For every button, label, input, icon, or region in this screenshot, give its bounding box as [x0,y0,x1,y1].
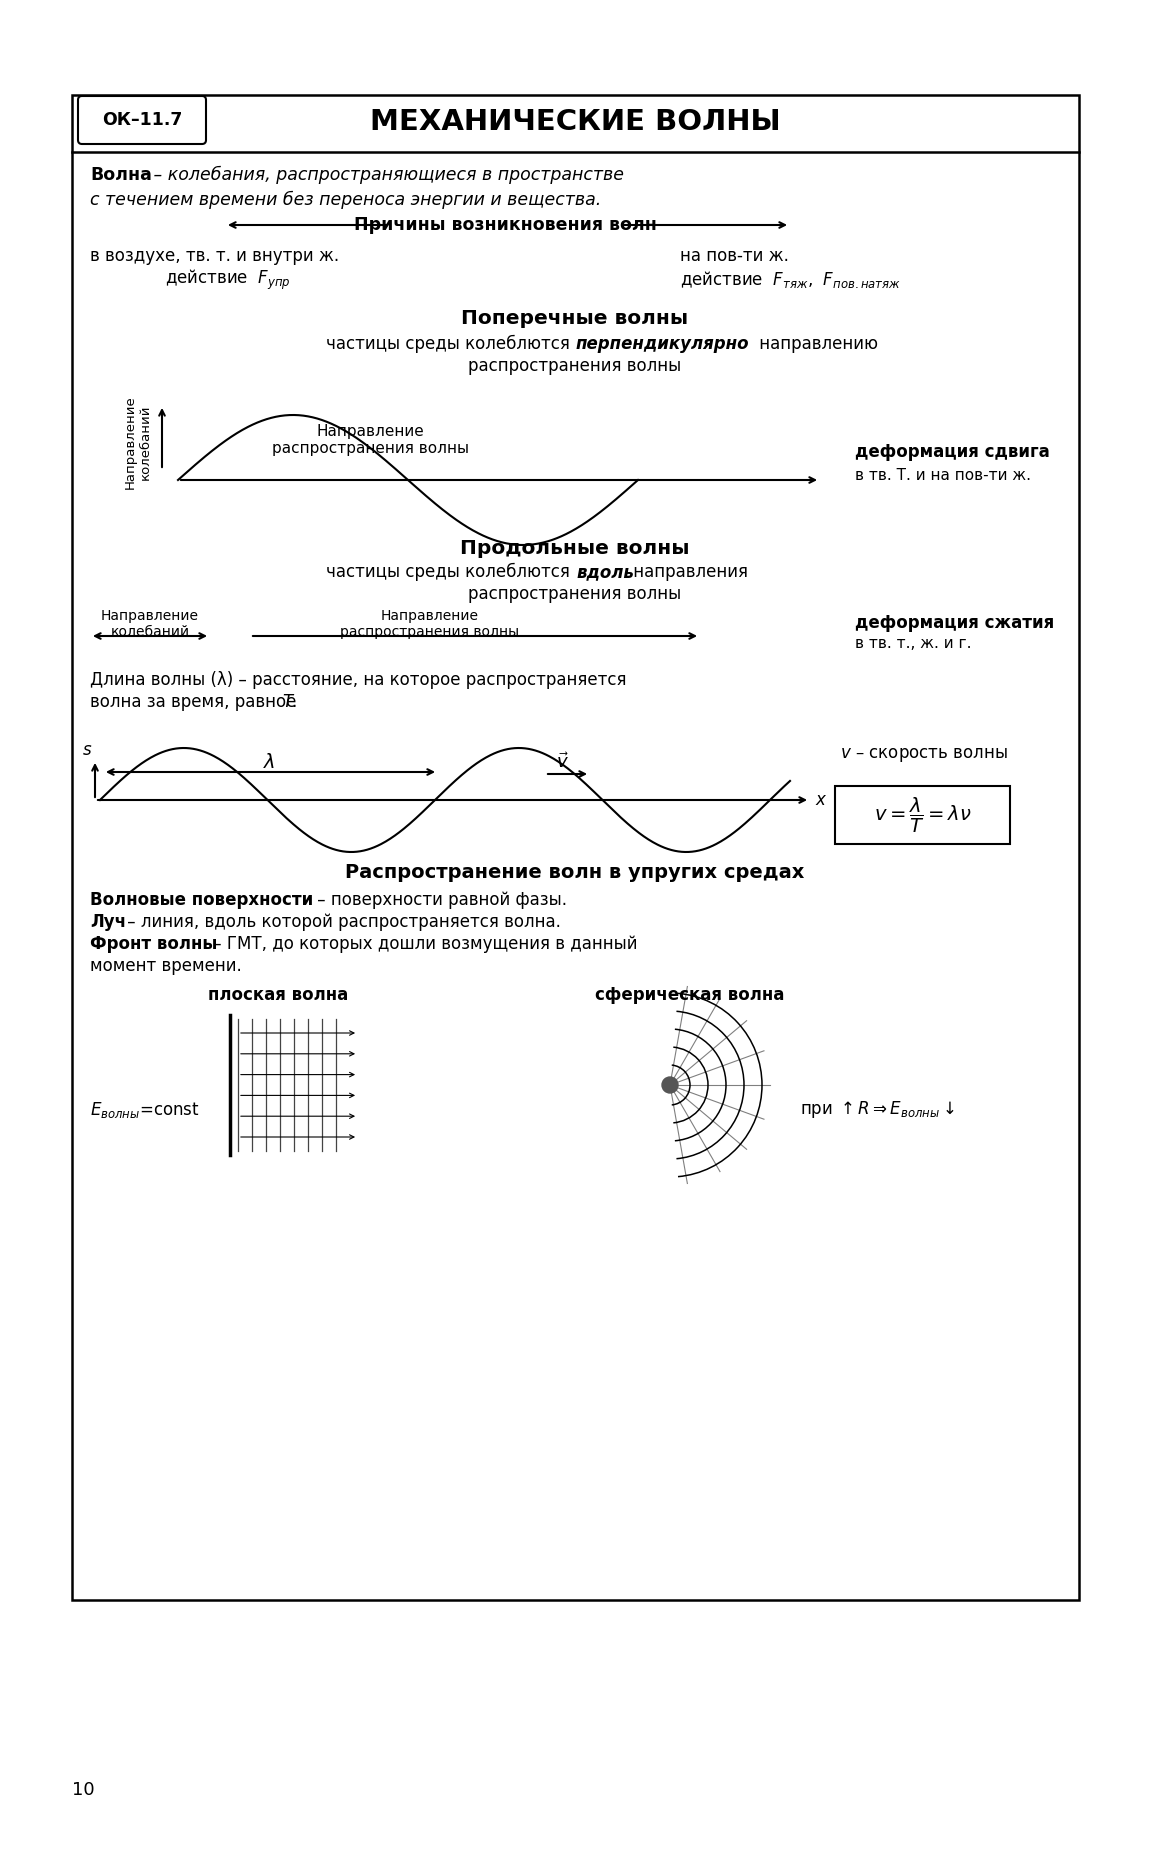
Text: при $\uparrow R \Rightarrow E_{волны}\downarrow$: при $\uparrow R \Rightarrow E_{волны}\do… [800,1100,954,1120]
Text: на пов-ти ж.: на пов-ти ж. [680,248,789,265]
Text: действие  $F_{тяж}$,  $F_{пов. натяж}$: действие $F_{тяж}$, $F_{пов. натяж}$ [680,270,900,291]
Text: ОК–11.7: ОК–11.7 [102,112,182,129]
Bar [72,95,1079,1599]
Text: Распространение волн в упругих средах: Распространение волн в упругих средах [345,863,805,882]
Text: волна за время, равное: волна за время, равное [90,693,301,710]
Text: сферическая волна: сферическая волна [596,986,784,1005]
Text: частицы среды колеблются: частицы среды колеблются [325,563,575,582]
Text: – поверхности равной фазы.: – поверхности равной фазы. [312,891,567,910]
Text: деформация сдвига: деформация сдвига [854,444,1050,460]
Text: x: x [815,790,825,809]
Text: Поперечные волны: Поперечные волны [461,309,689,328]
Text: распространения волны: распространения волны [468,358,682,375]
Text: T: T [282,693,292,710]
Text: Направление
колебаний: Направление колебаний [124,395,152,488]
Text: частицы среды колеблются: частицы среды колеблются [325,336,575,352]
Text: деформация сжатия: деформация сжатия [854,613,1055,632]
Text: направления: направления [628,563,748,582]
Text: распространения волны: распространения волны [468,585,682,602]
Text: 10: 10 [72,1780,94,1799]
Text: $E_{волны}$=const: $E_{волны}$=const [90,1100,200,1120]
Text: $v=\dfrac{\lambda}{T}=\lambda\nu$: $v=\dfrac{\lambda}{T}=\lambda\nu$ [874,796,972,835]
Text: Фронт волны: Фронт волны [90,936,217,953]
Text: плоская волна: плоская волна [208,986,348,1005]
Text: в тв. Т. и на пов-ти ж.: в тв. Т. и на пов-ти ж. [854,468,1032,483]
Text: МЕХАНИЧЕСКИЕ ВОЛНЫ: МЕХАНИЧЕСКИЕ ВОЛНЫ [369,108,781,136]
Text: – линия, вдоль которой распространяется волна.: – линия, вдоль которой распространяется … [122,913,561,930]
Text: перпендикулярно: перпендикулярно [576,336,750,352]
Text: Волновые поверхности: Волновые поверхности [90,891,313,910]
Text: Волна: Волна [90,166,152,185]
Text: Направление
распространения волны: Направление распространения волны [271,423,468,457]
Text: направлению: направлению [754,336,877,352]
Text: вдоль: вдоль [576,563,634,582]
FancyBboxPatch shape [78,97,206,144]
Text: Причины возникновения волн: Причины возникновения волн [353,216,657,235]
Text: Направление
колебаний: Направление колебаний [101,610,199,639]
Text: s: s [83,742,92,759]
Text: λ: λ [264,753,276,772]
Text: Длина волны (λ) – расстояние, на которое распространяется: Длина волны (λ) – расстояние, на которое… [90,671,627,690]
Text: момент времени.: момент времени. [90,956,242,975]
Text: $\vec{v}$: $\vec{v}$ [555,751,568,772]
Text: Направление
распространения волны: Направление распространения волны [340,610,520,639]
Text: в тв. т., ж. и г.: в тв. т., ж. и г. [854,636,972,652]
Text: $v$ – скорость волны: $v$ – скорость волны [840,746,1007,764]
Circle shape [662,1077,678,1092]
Text: с течением времени без переноса энергии и вещества.: с течением времени без переноса энергии … [90,190,601,209]
Text: .: . [291,693,297,710]
Text: Луч: Луч [90,913,126,930]
Bar [835,787,1010,844]
Text: Продольные волны: Продольные волны [460,539,690,557]
Text: в воздухе, тв. т. и внутри ж.: в воздухе, тв. т. и внутри ж. [90,248,339,265]
Text: – ГМТ, до которых дошли возмущения в данный: – ГМТ, до которых дошли возмущения в дан… [208,936,637,953]
Text: – колебания, распространяющиеся в пространстве: – колебания, распространяющиеся в простр… [148,166,624,185]
Text: действие  $F_{упр}$: действие $F_{упр}$ [164,268,291,293]
